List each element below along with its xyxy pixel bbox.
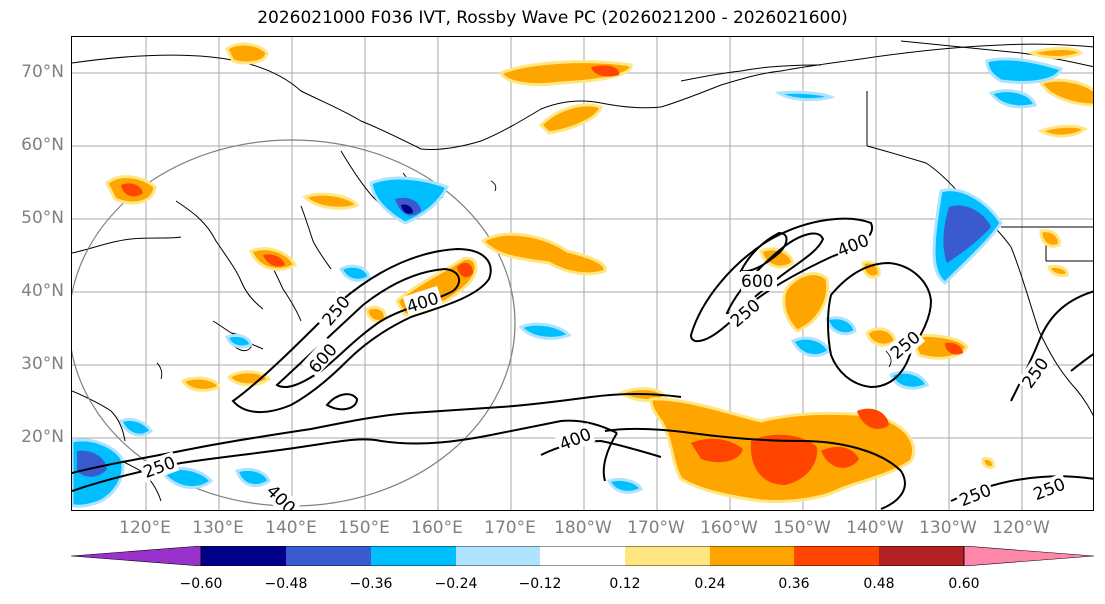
- islands: [156, 180, 892, 380]
- lon-label-160w: 160°W: [700, 518, 758, 538]
- lon-label-150w: 150°W: [773, 518, 831, 538]
- colorbar-segment-4: [456, 546, 540, 566]
- colorbar-tick-3: −0.36: [349, 576, 393, 592]
- lon-label-170e: 170°E: [484, 518, 536, 538]
- colorbar-tick-8: 0.36: [778, 576, 810, 592]
- colorbar-segment-6: [625, 546, 710, 566]
- colorbar-tick-5: −0.12: [518, 576, 562, 592]
- map-title: 2026021000 F036 IVT, Rossby Wave PC (202…: [257, 8, 848, 28]
- colorbar-segment-8: [794, 546, 879, 566]
- colorbar-min-extension: [71, 546, 202, 566]
- colorbar: [71, 546, 1094, 566]
- lat-label-60: 60°N: [21, 135, 64, 155]
- contour-labels: 250 600 400 400 600 250 250 250 400 400 …: [138, 226, 1070, 511]
- colorbar-segment-2: [286, 546, 371, 566]
- contour-label-250g: 250: [1031, 474, 1069, 505]
- colorbar-tick-2: −0.48: [264, 576, 308, 592]
- lat-label-20: 20°N: [21, 427, 64, 447]
- negative-anomaly-fills: [72, 57, 1063, 508]
- contour-label-400d: 400: [262, 481, 299, 511]
- colorbar-tick-6: 0.12: [609, 576, 641, 592]
- lon-label-120w: 120°W: [992, 518, 1050, 538]
- lon-label-140w: 140°W: [846, 518, 904, 538]
- lat-label-30: 30°N: [21, 354, 64, 374]
- lon-label-140e: 140°E: [265, 518, 317, 538]
- colorbar-tick-4: −0.24: [434, 576, 478, 592]
- colorbar-segment-3: [371, 546, 456, 566]
- colorbar-tick-7: 0.24: [694, 576, 726, 592]
- lat-label-40: 40°N: [21, 281, 64, 301]
- colorbar-tick-9: 0.48: [863, 576, 895, 592]
- colorbar-segment-5: [540, 546, 625, 566]
- colorbar-tick-1: −0.60: [179, 576, 223, 592]
- colorbar-segment-7: [710, 546, 794, 566]
- colorbar-tick-10: 0.60: [948, 576, 980, 592]
- lat-label-70: 70°N: [21, 62, 64, 82]
- colorbar-segment-9: [879, 546, 964, 566]
- contour-label-600b: 600: [741, 272, 773, 292]
- contour-label-400c: 400: [557, 424, 595, 455]
- lon-label-170w: 170°W: [627, 518, 685, 538]
- map-canvas: 250 600 400 400 600 250 250 250 400 400 …: [72, 37, 1093, 511]
- lon-label-150e: 150°E: [338, 518, 390, 538]
- lon-label-130e: 130°E: [192, 518, 244, 538]
- lon-label-120e: 120°E: [119, 518, 171, 538]
- colorbar-segment-1: [201, 546, 286, 566]
- lat-label-50: 50°N: [21, 208, 64, 228]
- map-panel: 250 600 400 400 600 250 250 250 400 400 …: [71, 36, 1094, 511]
- contour-label-400b: 400: [835, 231, 873, 262]
- positive-anomaly-fills: [105, 42, 1093, 503]
- lon-label-130w: 130°W: [919, 518, 977, 538]
- lon-label-180w: 180°W: [554, 518, 612, 538]
- colorbar-max-extension: [963, 546, 1094, 566]
- lon-label-160e: 160°E: [411, 518, 463, 538]
